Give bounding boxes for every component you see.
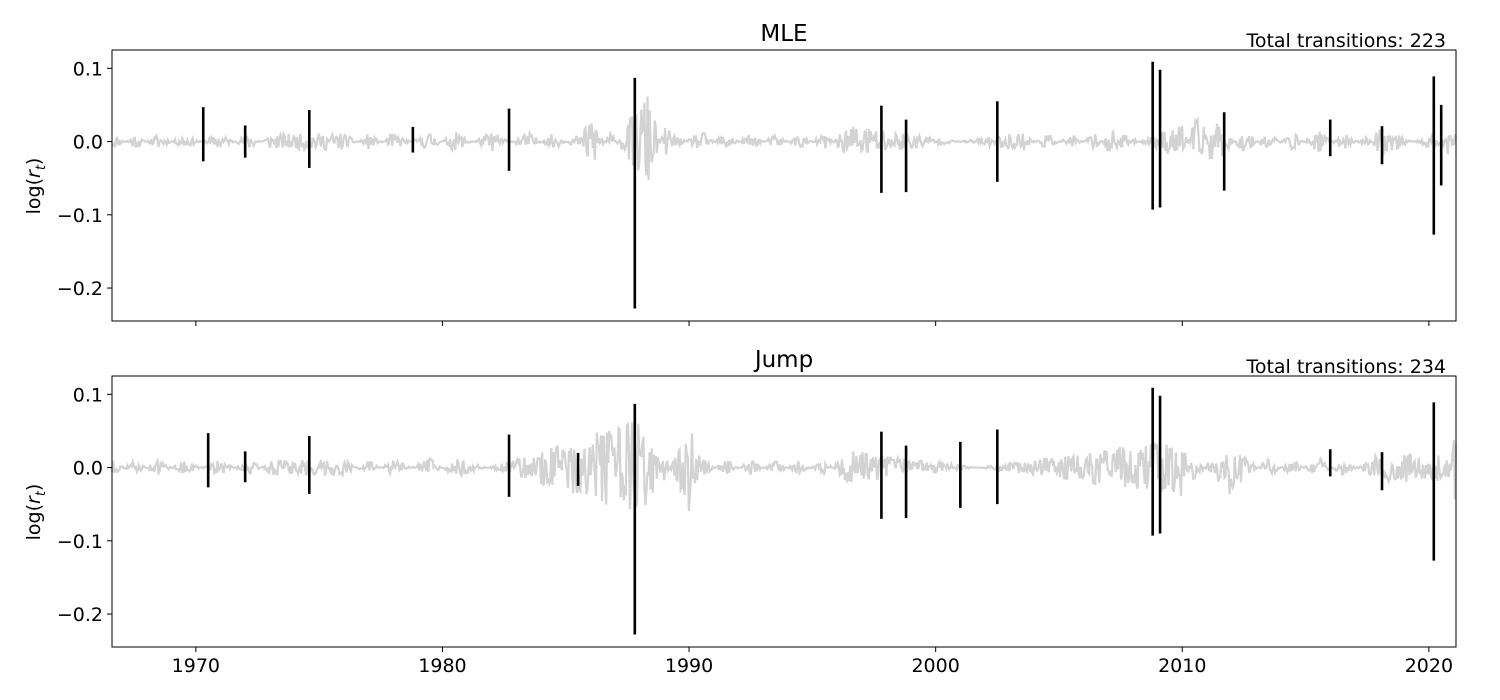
y-axis-label: log(rt) [23, 484, 49, 541]
chart-title: Jump [753, 347, 813, 373]
y-axis-label-var: r [23, 169, 45, 178]
y-tick-label: −0.2 [57, 604, 103, 626]
x-axis [195, 321, 1430, 326]
x-tick-label: 1980 [418, 655, 466, 677]
axes-frame [111, 49, 1457, 322]
y-tick-label: 0.0 [73, 132, 103, 154]
x-tick-label: 1970 [172, 655, 220, 677]
y-axis-label-var: r [23, 495, 45, 504]
chart-title: MLE [760, 21, 807, 47]
chart-panel-jump: Jump Total transitions: 234 0.1 0.0 −0.1 −0… [23, 347, 1458, 677]
plot-area [110, 387, 1458, 635]
y-tick-label: −0.1 [57, 531, 103, 553]
low-volatility-series [111, 96, 1458, 180]
y-axis: 0.1 0.0 −0.1 −0.2 [57, 58, 112, 300]
x-tick-label: 2020 [1405, 655, 1453, 677]
y-tick-label: 0.1 [73, 58, 103, 80]
y-tick-label: 0.1 [73, 384, 103, 406]
y-axis-label-base: log( [23, 178, 45, 214]
x-axis: 1970 1980 1990 2000 2010 2020 [172, 647, 1453, 677]
y-axis-label: log(rt) [23, 158, 49, 215]
y-axis: 0.1 0.0 −0.1 −0.2 [57, 384, 112, 626]
y-tick-label: 0.0 [73, 458, 103, 480]
y-axis-label-sub: t [34, 490, 49, 496]
y-axis-label-close: ) [23, 158, 45, 165]
y-axis-label-close: ) [23, 484, 45, 491]
transitions-annotation: Total transitions: 223 [1245, 30, 1446, 52]
low-volatility-series [110, 421, 1458, 512]
y-axis-label-base: log( [23, 504, 45, 540]
transitions-annotation: Total transitions: 234 [1245, 356, 1446, 378]
y-tick-label: −0.1 [57, 205, 103, 227]
x-tick-label: 2010 [1158, 655, 1206, 677]
x-tick-label: 2000 [911, 655, 959, 677]
plot-area [111, 61, 1458, 309]
axes-frame [111, 375, 1457, 648]
y-tick-label: −0.2 [57, 278, 103, 300]
y-axis-label-sub: t [34, 164, 49, 170]
x-tick-label: 1990 [665, 655, 713, 677]
chart-panel-mle: MLE Total transitions: 223 0.1 0.0 −0.1 −0.… [23, 21, 1458, 326]
